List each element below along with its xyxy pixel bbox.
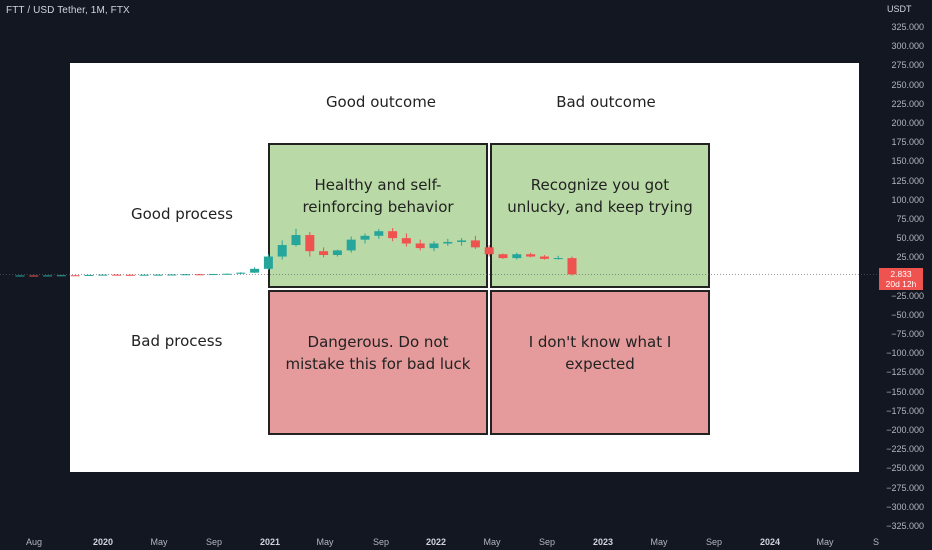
last-price-label: 2.833 20d 12h [879,268,923,290]
x-tick-label: 2020 [92,537,114,547]
column-header-good-outcome: Good outcome [325,93,437,111]
x-tick-label: May [816,537,834,547]
y-tick-label: −25.000 [891,290,924,301]
y-tick-label: −200.000 [886,425,924,436]
candle-body [15,275,25,277]
y-tick-label: −125.000 [886,367,924,378]
candle-body [43,275,53,277]
x-tick-label: Sep [705,537,723,547]
y-tick-label: 25.000 [896,252,924,263]
x-tick-label: Sep [538,537,556,547]
x-tick-label: S [872,537,880,547]
y-tick-label: −225.000 [886,444,924,455]
y-tick-label: −325.000 [886,521,924,531]
row-header-bad-process: Bad process [131,332,223,350]
y-tick-label: 150.000 [891,156,924,167]
x-tick-label: Aug [25,537,43,547]
axis-unit-label: USDT [887,4,912,14]
row-header-good-process: Good process [131,205,233,223]
y-tick-label: 225.000 [891,98,924,109]
x-tick-label: May [483,537,501,547]
cell-text: Dangerous. Do not mistake this for bad l… [285,332,471,373]
meme-image: Good outcome Bad outcome Good process Ba… [70,63,859,472]
x-tick-label: May [650,537,668,547]
y-tick-label: −275.000 [886,482,924,493]
y-tick-label: 325.000 [891,22,924,32]
y-tick-label: −150.000 [886,386,924,397]
y-tick-label: −100.000 [886,348,924,359]
y-tick-label: 175.000 [891,137,924,148]
x-tick-label: May [316,537,334,547]
cell-good-process-bad-outcome: Recognize you got unlucky, and keep tryi… [490,143,710,288]
y-tick-label: 250.000 [891,79,924,90]
chart-title[interactable]: FTT / USD Tether, 1M, FTX [6,5,130,16]
x-tick-label: Sep [205,537,223,547]
cell-bad-process-good-outcome: Dangerous. Do not mistake this for bad l… [268,290,488,435]
y-tick-label: 200.000 [891,117,924,128]
cell-bad-process-bad-outcome: I don't know what I expected [490,290,710,435]
candle [56,275,66,277]
x-tick-label: 2022 [425,537,447,547]
x-tick-label: 2021 [259,537,281,547]
x-tick-label: 2023 [592,537,614,547]
x-tick-label: May [150,537,168,547]
y-tick-label: −75.000 [891,329,924,340]
y-tick-label: −300.000 [886,501,924,512]
cell-good-process-good-outcome: Healthy and self-reinforcing behavior [268,143,488,288]
candle [29,275,39,277]
x-tick-label: 2024 [759,537,781,547]
cell-text: Healthy and self-reinforcing behavior [302,175,454,216]
y-tick-label: 125.000 [891,175,924,186]
y-tick-label: −175.000 [886,405,924,416]
column-header-bad-outcome: Bad outcome [556,93,656,111]
last-price-value: 2.833 [890,269,912,279]
y-tick-label: −50.000 [891,309,924,320]
cell-text: Recognize you got unlucky, and keep tryi… [507,175,693,216]
candle-body [29,275,39,277]
cell-text: I don't know what I expected [528,332,672,373]
candle-body [56,275,66,277]
candle [15,275,25,277]
candle [43,275,53,277]
y-tick-label: 75.000 [896,213,924,224]
y-tick-label: −250.000 [886,463,924,474]
bar-countdown: 20d 12h [885,279,917,289]
y-tick-label: 275.000 [891,60,924,71]
y-tick-label: 50.000 [896,233,924,244]
y-tick-label: 100.000 [891,194,924,205]
x-tick-label: Sep [372,537,390,547]
y-tick-label: 300.000 [891,41,924,52]
